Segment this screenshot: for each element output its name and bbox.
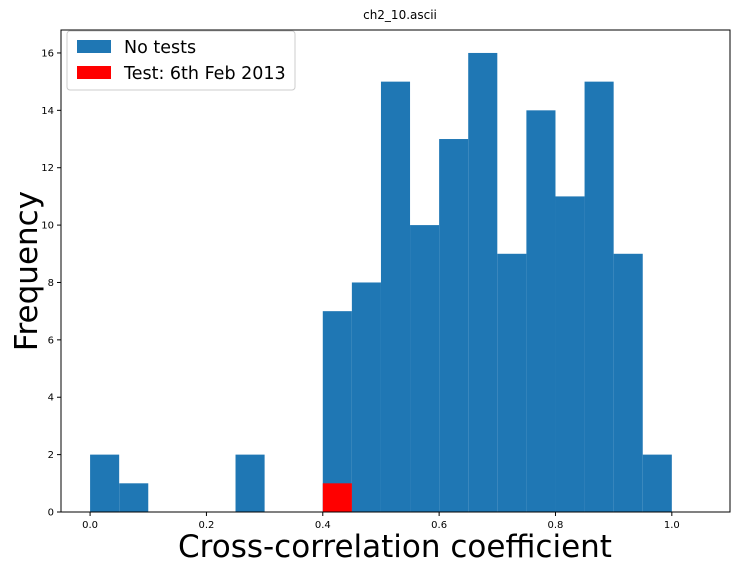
bar-series-0-bin-0: [90, 454, 120, 512]
y-tick-label: 12: [41, 163, 54, 174]
y-axis-label: Frequency: [9, 191, 45, 351]
legend-label-no-tests: No tests: [124, 38, 196, 58]
bar-series-0-bin-7: [439, 139, 469, 512]
x-tick-label: 0.8: [548, 520, 564, 531]
legend-label-test: Test: 6th Feb 2013: [123, 64, 286, 84]
legend-swatch-no-tests: [77, 40, 111, 53]
legend-frame: [66, 30, 296, 91]
bar-series-1-bin-0: [322, 483, 352, 512]
bar-series-0-bin-6: [410, 225, 440, 512]
bar-series-0-bin-10: [526, 110, 556, 512]
bar-series-0-bin-13: [613, 253, 643, 513]
x-tick-label: 0.4: [315, 520, 331, 531]
bar-series-0-bin-1: [119, 483, 149, 512]
plot-area-frame: [60, 29, 731, 513]
chart-title: ch2_10.ascii: [363, 8, 437, 22]
bar-series-0-bin-14: [642, 454, 672, 512]
y-tick-label: 6: [48, 335, 54, 346]
x-axis-label: Cross-correlation coefficient: [178, 529, 612, 565]
bar-series-0-bin-4: [351, 282, 381, 512]
bar-series-0-bin-2: [235, 454, 265, 512]
y-tick-label: 2: [48, 450, 54, 461]
bars-group: [90, 52, 672, 513]
x-tick-label: 1.0: [664, 520, 680, 531]
x-tick-label: 0.6: [431, 520, 447, 531]
y-tick-label: 14: [41, 106, 54, 117]
y-tick-label: 0: [48, 508, 54, 519]
x-tick-label: 0.0: [82, 520, 98, 531]
legend-swatch-test: [77, 66, 111, 79]
x-axis-ticks: 0.0 0.2 0.4 0.6 0.8 1.0: [82, 512, 680, 531]
y-tick-label: 10: [41, 221, 54, 232]
bar-series-0-bin-8: [468, 52, 498, 512]
legend: No tests Test: 6th Feb 2013: [66, 30, 296, 91]
x-tick-label: 0.2: [198, 520, 214, 531]
y-axis-ticks: 0 2 4 6 8 10 12 14 16: [41, 48, 61, 519]
bar-series-0-bin-5: [380, 81, 411, 513]
bar-series-0-bin-3: [322, 311, 352, 512]
y-tick-label: 16: [41, 48, 54, 59]
y-tick-label: 4: [48, 393, 54, 404]
bar-series-0-bin-11: [555, 196, 585, 512]
bar-series-0-bin-12: [584, 81, 614, 513]
y-tick-label: 8: [48, 278, 54, 289]
bar-series-0-bin-9: [497, 253, 527, 513]
